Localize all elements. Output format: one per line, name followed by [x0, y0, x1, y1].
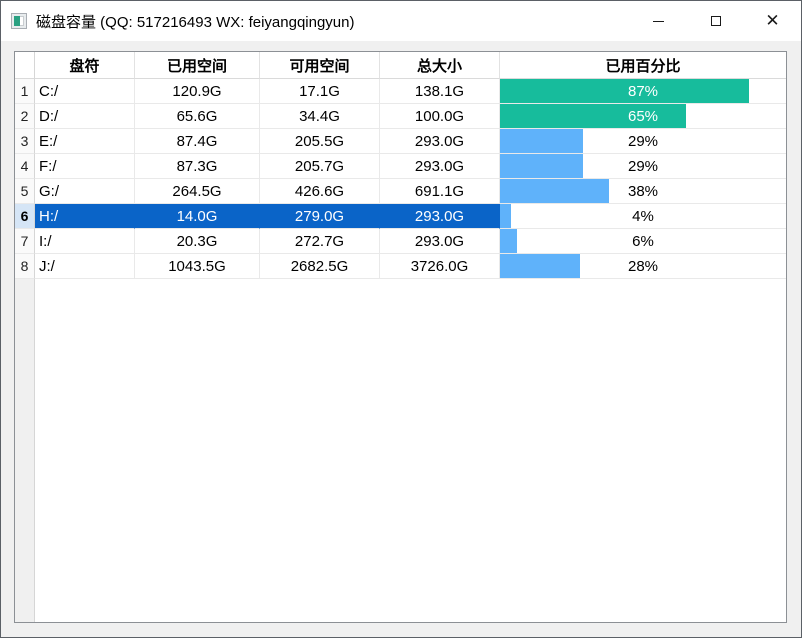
cell-percent: 4%	[500, 204, 786, 229]
percent-bar	[500, 104, 686, 128]
cell-drive: G:/	[35, 179, 135, 204]
cell-total: 691.1G	[380, 179, 500, 204]
percent-bar	[500, 204, 512, 228]
cell-used: 65.6G	[135, 104, 260, 129]
table-body: 1 C:/ 120.9G 17.1G 138.1G 87% 2 D:/ 65.6…	[15, 79, 786, 279]
caption-buttons: ✕	[630, 1, 801, 41]
cell-drive: C:/	[35, 79, 135, 104]
percent-bar	[500, 79, 749, 103]
app-icon-fill	[14, 16, 21, 26]
table-row[interactable]: 2 D:/ 65.6G 34.4G 100.0G 65%	[15, 104, 786, 129]
percent-bar	[500, 254, 581, 278]
cell-percent: 87%	[500, 79, 786, 104]
app-icon-empty	[20, 16, 24, 26]
column-header-used[interactable]: 已用空间	[135, 52, 260, 79]
maximize-icon	[710, 16, 721, 26]
percent-label: 29%	[627, 157, 659, 175]
column-header-total[interactable]: 总大小	[380, 52, 500, 79]
cell-used: 87.4G	[135, 129, 260, 154]
table-row[interactable]: 6 H:/ 14.0G 279.0G 293.0G 4%	[15, 204, 786, 229]
cell-drive: H:/	[35, 204, 135, 229]
cell-total: 3726.0G	[380, 254, 500, 279]
percent-bar	[500, 154, 583, 178]
percent-label: 38%	[627, 182, 659, 200]
row-number: 4	[15, 154, 35, 179]
row-number: 8	[15, 254, 35, 279]
cell-free: 205.7G	[260, 154, 380, 179]
row-number: 3	[15, 129, 35, 154]
row-number: 1	[15, 79, 35, 104]
row-number: 2	[15, 104, 35, 129]
column-header-free[interactable]: 可用空间	[260, 52, 380, 79]
percent-bar	[500, 129, 583, 153]
cell-drive: D:/	[35, 104, 135, 129]
table-row[interactable]: 4 F:/ 87.3G 205.7G 293.0G 29%	[15, 154, 786, 179]
table-header-row: 盘符 已用空间 可用空间 总大小 已用百分比	[15, 52, 786, 79]
cell-free: 2682.5G	[260, 254, 380, 279]
title-bar: 磁盘容量 (QQ: 517216493 WX: feiyangqingyun) …	[1, 1, 801, 41]
cell-percent: 28%	[500, 254, 786, 279]
cell-used: 14.0G	[135, 204, 260, 229]
table-row[interactable]: 3 E:/ 87.4G 205.5G 293.0G 29%	[15, 129, 786, 154]
table-row[interactable]: 8 J:/ 1043.5G 2682.5G 3726.0G 28%	[15, 254, 786, 279]
cell-used: 20.3G	[135, 229, 260, 254]
percent-label: 4%	[632, 207, 654, 225]
percent-bar	[500, 229, 518, 253]
table-empty-area	[15, 279, 786, 622]
cell-drive: F:/	[35, 154, 135, 179]
maximize-button[interactable]	[687, 1, 744, 41]
cell-percent: 38%	[500, 179, 786, 204]
percent-label: 6%	[632, 232, 654, 250]
disk-capacity-table: 盘符 已用空间 可用空间 总大小 已用百分比 1 C:/ 120.9G 17.1…	[14, 51, 787, 623]
corner-header-cell	[15, 52, 35, 79]
cell-used: 264.5G	[135, 179, 260, 204]
app-icon	[11, 13, 27, 29]
cell-percent: 29%	[500, 154, 786, 179]
row-number: 6	[15, 204, 35, 229]
cell-percent: 65%	[500, 104, 786, 129]
minimize-button[interactable]	[630, 1, 687, 41]
column-header-drive[interactable]: 盘符	[35, 52, 135, 79]
percent-bar	[500, 179, 609, 203]
window-title: 磁盘容量 (QQ: 517216493 WX: feiyangqingyun)	[36, 13, 355, 31]
row-number: 7	[15, 229, 35, 254]
column-header-percent[interactable]: 已用百分比	[500, 52, 786, 79]
cell-free: 279.0G	[260, 204, 380, 229]
cell-drive: E:/	[35, 129, 135, 154]
cell-free: 34.4G	[260, 104, 380, 129]
cell-total: 138.1G	[380, 79, 500, 104]
cell-free: 426.6G	[260, 179, 380, 204]
row-number: 5	[15, 179, 35, 204]
percent-label: 28%	[627, 257, 659, 275]
percent-label: 65%	[627, 107, 659, 125]
cell-used: 120.9G	[135, 79, 260, 104]
minimize-icon	[653, 20, 664, 22]
cell-total: 293.0G	[380, 154, 500, 179]
cell-percent: 29%	[500, 129, 786, 154]
table-row[interactable]: 7 I:/ 20.3G 272.7G 293.0G 6%	[15, 229, 786, 254]
percent-label: 29%	[627, 132, 659, 150]
cell-percent: 6%	[500, 229, 786, 254]
table-row[interactable]: 1 C:/ 120.9G 17.1G 138.1G 87%	[15, 79, 786, 104]
cell-drive: I:/	[35, 229, 135, 254]
table-row[interactable]: 5 G:/ 264.5G 426.6G 691.1G 38%	[15, 179, 786, 204]
cell-drive: J:/	[35, 254, 135, 279]
cell-total: 293.0G	[380, 229, 500, 254]
cell-used: 1043.5G	[135, 254, 260, 279]
vertical-header-strip	[15, 279, 35, 622]
cell-total: 293.0G	[380, 129, 500, 154]
cell-total: 293.0G	[380, 204, 500, 229]
cell-free: 17.1G	[260, 79, 380, 104]
cell-total: 100.0G	[380, 104, 500, 129]
close-button[interactable]: ✕	[744, 1, 801, 41]
cell-free: 205.5G	[260, 129, 380, 154]
percent-label: 87%	[627, 82, 659, 100]
cell-used: 87.3G	[135, 154, 260, 179]
cell-free: 272.7G	[260, 229, 380, 254]
